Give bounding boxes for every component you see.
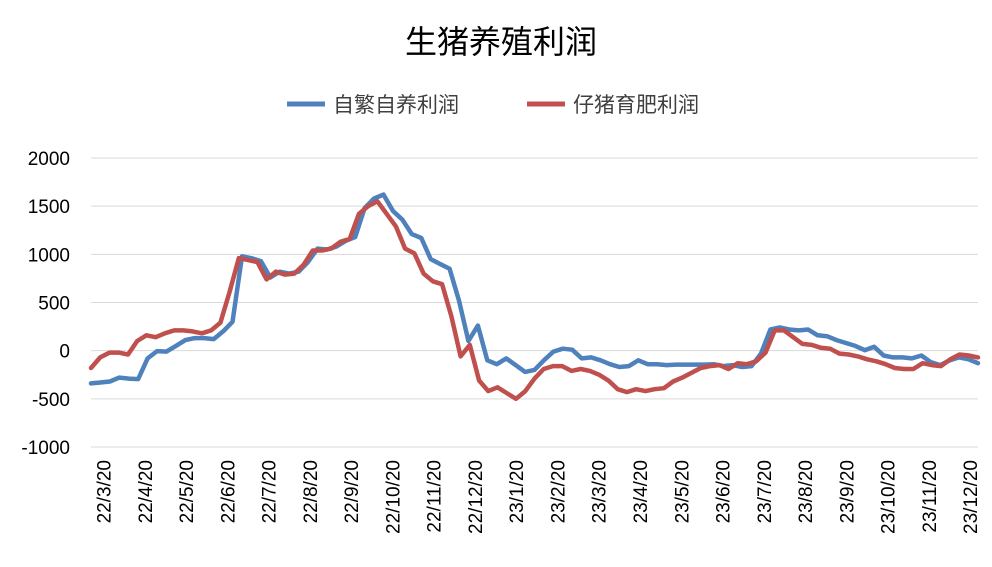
x-tick-label: 23/5/20 xyxy=(672,460,693,523)
series-line-1 xyxy=(88,192,981,386)
gridlines xyxy=(91,157,978,448)
y-tick-label: 2000 xyxy=(28,149,70,170)
x-tick-label: 23/12/20 xyxy=(961,460,982,534)
x-tick-label: 23/7/20 xyxy=(755,460,776,523)
x-tick-label: 22/9/20 xyxy=(342,460,363,523)
y-tick-label: -500 xyxy=(32,390,70,411)
x-axis: 22/3/20 22/4/20 22/5/20 22/6/20 22/7/20 22/8/… xyxy=(95,460,983,534)
x-tick-label: 22/4/20 xyxy=(136,460,157,523)
y-tick-label: 0 xyxy=(59,342,70,363)
x-tick-label: 22/11/20 xyxy=(425,460,446,533)
x-tick-label: 23/10/20 xyxy=(879,460,900,534)
x-tick-label: 22/10/20 xyxy=(383,460,404,534)
legend-label-series-1: 自繁自养利润 xyxy=(333,93,459,117)
chart-title: 生猪养殖利润 xyxy=(405,23,597,61)
series-lines xyxy=(88,192,981,402)
x-tick-label: 23/6/20 xyxy=(714,460,735,523)
x-tick-label: 22/3/20 xyxy=(95,460,116,523)
x-tick-label: 23/2/20 xyxy=(548,460,569,523)
y-tick-label: -1000 xyxy=(21,438,70,459)
y-tick-label: 1500 xyxy=(28,197,70,218)
x-tick-label: 23/4/20 xyxy=(631,460,652,523)
x-tick-label: 22/7/20 xyxy=(260,460,281,523)
series-line-2 xyxy=(88,199,981,402)
x-tick-label: 22/8/20 xyxy=(301,460,322,523)
y-tick-label: 1000 xyxy=(28,245,70,266)
x-tick-label: 22/5/20 xyxy=(177,460,198,523)
x-tick-label: 23/11/20 xyxy=(920,460,941,533)
y-tick-label: 500 xyxy=(38,294,70,315)
x-tick-label: 23/1/20 xyxy=(507,460,528,523)
x-tick-label: 22/6/20 xyxy=(218,460,239,523)
legend-label-series-2: 仔猪育肥利润 xyxy=(573,93,699,117)
x-tick-label: 23/3/20 xyxy=(590,460,611,523)
legend: 自繁自养利润 仔猪育肥利润 xyxy=(287,93,699,117)
y-axis: -1000 -500 0 500 1000 1500 2000 xyxy=(21,149,70,459)
x-tick-label: 23/9/20 xyxy=(837,460,858,523)
x-tick-label: 23/8/20 xyxy=(796,460,817,523)
x-tick-label: 22/12/20 xyxy=(466,460,487,534)
